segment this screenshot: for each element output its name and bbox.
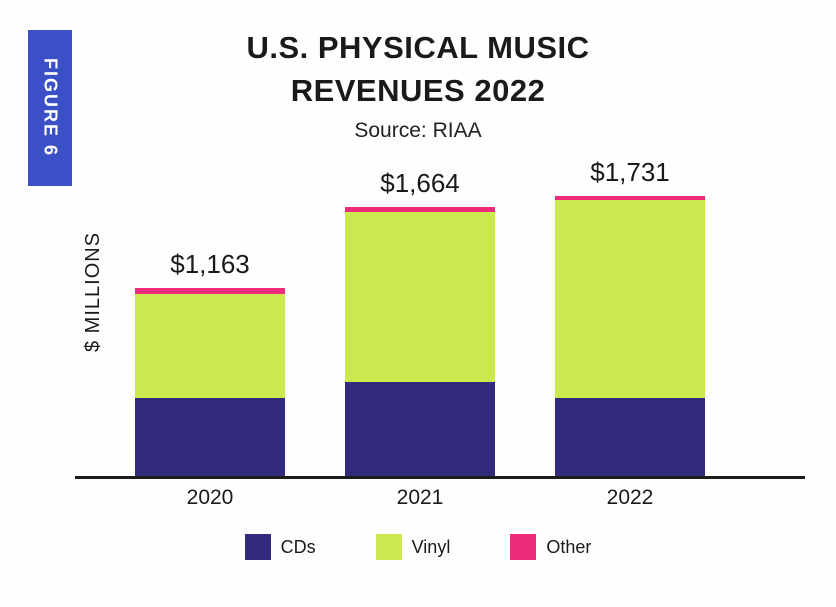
bar-segment-vinyl	[135, 293, 285, 398]
chart-title-line2: REVENUES 2022	[290, 73, 546, 108]
figure-badge: FIGURE 6	[28, 30, 72, 186]
legend-item-cds: CDs	[244, 534, 316, 560]
x-axis-label: 2020	[186, 486, 234, 509]
stacked-bar	[135, 287, 285, 476]
chart-area: $1,163 $1,664 $1,731 2020 2021 2022	[75, 157, 805, 510]
stacked-bar	[345, 206, 495, 476]
legend-label-vinyl: Vinyl	[411, 536, 451, 557]
bar-segment-vinyl	[345, 211, 495, 382]
bar-segment-cds	[345, 381, 495, 476]
title-block: U.S. PHYSICAL MUSIC REVENUES 2022 Source…	[0, 26, 836, 143]
bar-segment-cds	[555, 397, 705, 476]
x-axis-label: 2021	[396, 486, 444, 509]
legend-swatch-other	[510, 534, 537, 560]
bar-column: $1,163	[135, 249, 285, 476]
stacked-bar	[555, 196, 705, 476]
bar-column: $1,664	[345, 168, 495, 476]
bar-segment-cds	[135, 397, 285, 476]
legend-item-vinyl: Vinyl	[375, 534, 451, 560]
bar-segment-other	[135, 287, 285, 294]
legend: CDs Vinyl Other	[0, 534, 836, 560]
bar-column: $1,731	[555, 157, 705, 476]
bar-segment-vinyl	[555, 200, 705, 398]
chart-source: Source: RIAA	[354, 119, 482, 142]
legend-label-cds: CDs	[280, 536, 316, 557]
legend-item-other: Other	[510, 534, 591, 560]
bar-segment-other	[345, 206, 495, 212]
bar-total-label: $1,731	[590, 157, 670, 188]
figure-badge-label: FIGURE 6	[40, 58, 61, 158]
legend-swatch-cds	[244, 534, 271, 560]
legend-swatch-vinyl	[375, 534, 402, 560]
x-axis-label: 2022	[606, 486, 654, 509]
chart-title-line1: U.S. PHYSICAL MUSIC	[246, 30, 590, 65]
plot-area: $1,163 $1,664 $1,731	[75, 157, 805, 479]
legend-label-other: Other	[546, 536, 592, 557]
x-axis-labels: 2020 2021 2022	[75, 486, 805, 510]
bar-segment-other	[555, 196, 705, 201]
bar-total-label: $1,664	[380, 167, 460, 198]
bar-total-label: $1,163	[170, 248, 250, 279]
